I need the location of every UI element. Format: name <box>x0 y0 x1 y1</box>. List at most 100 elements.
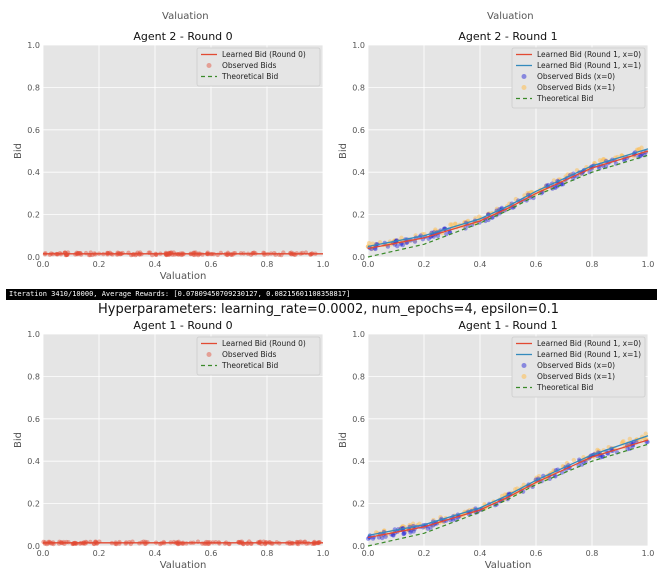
observed-bid-point <box>82 541 88 546</box>
x-tick-label: 0.4 <box>149 260 162 269</box>
observed-bid-point-x0 <box>412 239 418 244</box>
observed-bid-point-x1 <box>551 178 557 183</box>
observed-bid-point-x0 <box>401 531 407 536</box>
observed-bid-point-x0 <box>483 218 488 224</box>
legend-label: Learned Bid (Round 0) <box>222 339 306 348</box>
y-tick-label: 1.0 <box>27 330 40 339</box>
x-tick-label: 0.4 <box>474 549 487 558</box>
observed-bid-point-x0 <box>402 530 407 536</box>
observed-bid-point-x1 <box>366 240 372 246</box>
legend-box <box>511 336 646 398</box>
chart-panel-1: 0.0 0.2 0.4 0.6 0.8 1.0 0.0 0.2 0.4 0.6 0.8 1.0 Agen… <box>13 30 329 282</box>
observed-bid-point-x1 <box>639 145 644 150</box>
observed-bid-point-x0 <box>597 166 602 171</box>
observed-bid-point-x1 <box>643 431 648 436</box>
observed-bid-point-x0 <box>428 525 433 530</box>
observed-bid-point-x1 <box>513 196 519 202</box>
legend-marker <box>521 374 527 379</box>
observed-bid-point-x1 <box>453 221 458 226</box>
x-tick-label: 0.6 <box>205 549 218 558</box>
y-tick-label: 0.0 <box>27 253 40 262</box>
legend-marker <box>206 352 212 357</box>
y-tick-label: 0.2 <box>27 500 40 509</box>
observed-bid-point <box>161 539 166 545</box>
y-tick-label: 1.0 <box>352 330 365 339</box>
x-tick-label: 0.2 <box>93 549 106 558</box>
y-tick-label: 0.8 <box>352 83 365 92</box>
observed-bid-point-x0 <box>370 536 376 541</box>
observed-bid-point-x0 <box>579 462 585 467</box>
observed-bid-point-x0 <box>613 161 619 166</box>
legend-label: Observed Bids <box>222 350 276 359</box>
x-axis-label: Valuation <box>485 560 532 571</box>
observed-bid-point-x0 <box>383 534 388 539</box>
x-tick-label: 0.8 <box>261 260 274 269</box>
chart-panel-4: 0.0 0.2 0.4 0.6 0.8 1.0 0.0 0.2 0.4 0.6 0.8 1.0 Agen… <box>338 319 654 571</box>
observed-bid-point-x0 <box>444 231 449 237</box>
observed-bid-point-x0 <box>411 529 416 534</box>
y-tick-label: 0.2 <box>27 211 40 220</box>
hyperparameters-title: Hyperparameters: learning_rate=0.0002, n… <box>97 302 559 317</box>
x-tick-label: 0.8 <box>261 549 274 558</box>
y-tick-label: 0.2 <box>352 211 365 220</box>
observed-bid-point-x1 <box>448 222 453 227</box>
observed-bid-point-x0 <box>547 476 552 481</box>
observed-bid-point <box>43 250 48 256</box>
x-tick-label: 0.0 <box>362 549 375 558</box>
observed-bid-point-x0 <box>395 243 400 249</box>
observed-bid-point <box>49 541 54 546</box>
observed-bid-point-x0 <box>391 533 396 538</box>
observed-bid-point-x0 <box>638 153 643 159</box>
legend-label: Learned Bid (Round 1, x=1) <box>537 350 641 359</box>
x-tick-label: 0.6 <box>530 549 543 558</box>
observed-bid-point <box>218 250 224 256</box>
x-tick-label: 0.6 <box>205 260 218 269</box>
observed-bid-point-x1 <box>627 436 633 442</box>
learned-bid-line-x1 <box>367 148 649 248</box>
top-xlabel-right: Valuation <box>487 11 534 22</box>
y-tick-label: 0.4 <box>27 168 40 177</box>
observed-bid-point <box>170 252 175 257</box>
theoretical-bid-line <box>367 443 649 547</box>
legend-label: Learned Bid (Round 0) <box>222 50 306 59</box>
legend-marker <box>206 63 212 68</box>
observed-bid-point <box>77 541 83 546</box>
observed-bid-point-x0 <box>425 526 431 531</box>
observed-bid-point-x0 <box>553 185 558 190</box>
y-tick-label: 0.0 <box>352 542 365 551</box>
y-tick-label: 0.0 <box>352 253 365 262</box>
chart-title: Agent 1 - Round 1 <box>458 319 557 332</box>
legend-box <box>511 47 646 109</box>
y-tick-label: 1.0 <box>352 41 365 50</box>
observed-bid-point-x1 <box>601 157 606 162</box>
legend-marker <box>521 74 527 79</box>
y-axis-label: Bid <box>13 432 24 448</box>
legend-label: Observed Bids <box>222 61 276 70</box>
x-tick-label: 0.2 <box>93 260 106 269</box>
observed-bid-point-x0 <box>560 181 566 187</box>
observed-bid-point-x0 <box>400 242 406 248</box>
observed-bid-point-x0 <box>435 233 441 239</box>
x-tick-label: 0.6 <box>530 260 543 269</box>
y-tick-label: 0.4 <box>352 168 365 177</box>
chart-title: Agent 1 - Round 0 <box>133 319 232 332</box>
y-tick-label: 0.4 <box>27 457 40 466</box>
x-tick-label: 1.0 <box>317 260 330 269</box>
legend-label: Observed Bids (x=0) <box>537 361 615 370</box>
x-tick-label: 0.8 <box>586 549 599 558</box>
x-tick-label: 0.2 <box>418 260 431 269</box>
legend-label: Theoretical Bid <box>536 383 594 392</box>
theoretical-bid-line <box>367 154 649 258</box>
legend-label: Observed Bids (x=1) <box>537 372 615 381</box>
y-tick-label: 0.8 <box>27 372 40 381</box>
observed-bid-point <box>230 252 235 257</box>
legend-label: Theoretical Bid <box>221 72 279 81</box>
legend-marker <box>521 363 527 368</box>
observed-bid-point-x1 <box>621 439 626 444</box>
x-tick-label: 0.2 <box>418 549 431 558</box>
observed-bid-point <box>200 252 205 257</box>
observed-bid-point-x1 <box>571 457 577 463</box>
observed-bid-point-x1 <box>564 460 570 466</box>
y-tick-label: 0.8 <box>27 83 40 92</box>
